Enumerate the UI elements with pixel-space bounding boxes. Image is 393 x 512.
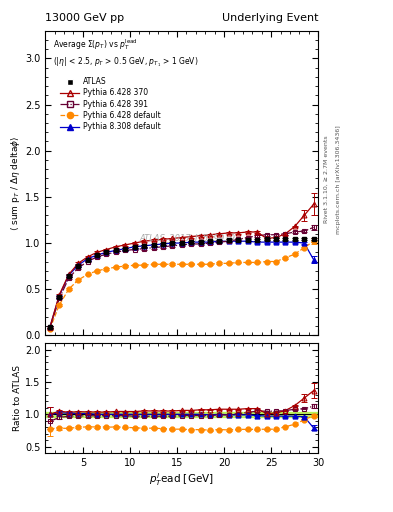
Text: Average $\Sigma(p_T)$ vs $p_T^{\rm lead}$
($|\eta|$ < 2.5, $p_T$ > 0.5 GeV, $p_{: Average $\Sigma(p_T)$ vs $p_T^{\rm lead}… [53,37,199,69]
Text: ATLAS_2017_I1509919: ATLAS_2017_I1509919 [139,233,235,242]
Y-axis label: Ratio to ATLAS: Ratio to ATLAS [13,365,22,431]
Text: 13000 GeV pp: 13000 GeV pp [45,13,124,23]
Text: Underlying Event: Underlying Event [222,13,318,23]
Bar [45,412,318,417]
Y-axis label: $\langle$ sum p$_T$ / $\Delta\eta$ delta$\phi\rangle$: $\langle$ sum p$_T$ / $\Delta\eta$ delta… [9,136,22,230]
Legend: ATLAS, Pythia 6.428 370, Pythia 6.428 391, Pythia 6.428 default, Pythia 8.308 de: ATLAS, Pythia 6.428 370, Pythia 6.428 39… [57,74,164,135]
X-axis label: $p_T^l$ead [GeV]: $p_T^l$ead [GeV] [149,471,214,487]
Text: Rivet 3.1.10, ≥ 2.7M events: Rivet 3.1.10, ≥ 2.7M events [324,135,329,223]
Text: mcplots.cern.ch [arXiv:1306.3436]: mcplots.cern.ch [arXiv:1306.3436] [336,125,341,233]
